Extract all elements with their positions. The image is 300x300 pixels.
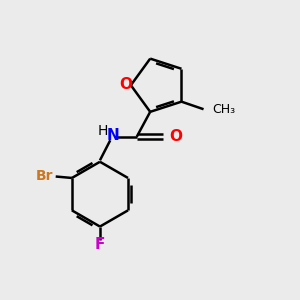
Text: F: F	[95, 237, 105, 252]
Text: O: O	[170, 129, 183, 144]
Text: H: H	[98, 124, 108, 138]
Text: N: N	[107, 128, 120, 143]
Text: Br: Br	[35, 169, 53, 183]
Text: CH₃: CH₃	[212, 103, 235, 116]
Text: O: O	[119, 76, 132, 92]
